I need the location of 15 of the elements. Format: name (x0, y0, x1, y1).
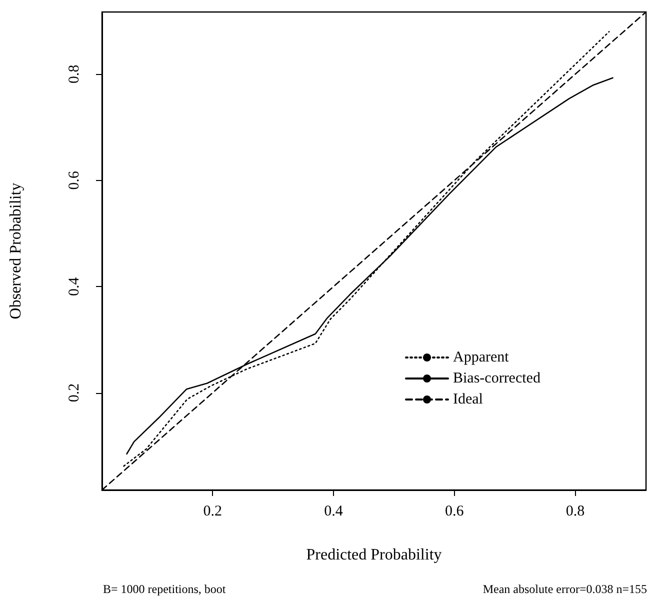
y-tick-label: 0.8 (66, 64, 82, 84)
text: B= 1000 repetitions, boot (103, 582, 226, 596)
y-tick-label: 0.6 (66, 170, 82, 190)
x-tick-label: 0.2 (203, 504, 222, 520)
y-tick-label: 0.2 (66, 383, 82, 402)
x-tick-label: 0.4 (324, 504, 344, 520)
x-tick-label: 0.6 (445, 504, 464, 520)
legend-label: Ideal (453, 392, 483, 408)
x-tick-label: 0.8 (566, 504, 585, 520)
legend-label: Bias-corrected (453, 370, 541, 386)
y-tick-label: 0.4 (66, 276, 82, 296)
y-axis-title: Observed Probability (8, 182, 24, 320)
text: Mean absolute error=0.038 n=155 (482, 582, 647, 596)
legend-label: Apparent (453, 350, 510, 366)
x-axis-title: Predicted Probability (306, 546, 442, 564)
